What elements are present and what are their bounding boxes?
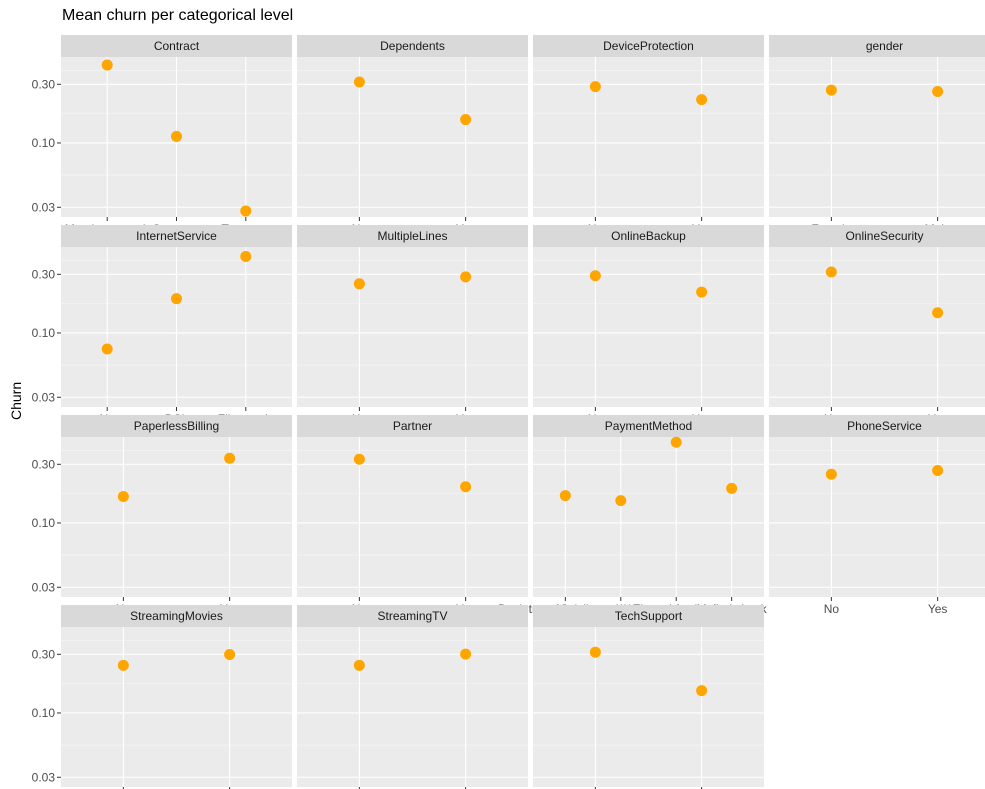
facet-strip (61, 35, 292, 57)
data-point (460, 481, 472, 493)
facet-strip-label: StreamingTV (377, 609, 447, 623)
data-point (353, 659, 365, 671)
facet-strip-label: PhoneService (847, 419, 922, 433)
data-point (171, 293, 182, 305)
y-tick-label: 0.03 (32, 770, 56, 784)
x-tick-label: Yes (928, 602, 948, 616)
data-point (589, 81, 601, 93)
facet-panel (297, 627, 528, 787)
facet-panel (297, 247, 528, 407)
data-point (101, 59, 113, 71)
y-tick-label: 0.30 (32, 77, 56, 91)
y-tick-label: 0.10 (32, 516, 56, 530)
facet-strip (61, 415, 292, 437)
facet-panel (533, 247, 764, 407)
data-point (240, 250, 252, 262)
facet-panel (769, 247, 985, 407)
facet-strip (533, 415, 764, 437)
facet-strip-label: gender (866, 39, 903, 53)
data-point (224, 648, 236, 660)
facet-panel (533, 57, 764, 217)
data-point (353, 76, 365, 88)
data-point (696, 286, 708, 298)
data-point (696, 94, 708, 106)
facet-strip-label: Partner (393, 419, 432, 433)
facet-strip-label: InternetService (136, 229, 217, 243)
facet-strip (769, 225, 985, 247)
facet-panel (533, 437, 764, 597)
facet-strip-label: Dependents (380, 39, 445, 53)
data-point (460, 648, 472, 660)
facet-strip-label: PaperlessBilling (134, 419, 219, 433)
data-point (932, 307, 944, 319)
data-point (224, 452, 236, 464)
data-point (825, 266, 837, 278)
facet-strip (769, 35, 985, 57)
data-point (460, 114, 472, 126)
y-tick-label: 0.03 (32, 580, 56, 594)
data-point (932, 86, 944, 98)
facet-strip-label: Contract (154, 39, 200, 53)
y-tick-label: 0.03 (32, 200, 56, 214)
data-point (589, 270, 601, 282)
facet-strip (61, 225, 292, 247)
facet-strip-label: OnlineSecurity (845, 229, 923, 243)
facet-panel (533, 627, 764, 787)
facet-strip (769, 415, 985, 437)
y-tick-label: 0.30 (32, 647, 56, 661)
facet-strip-label: OnlineBackup (611, 229, 686, 243)
facet-panel (297, 437, 528, 597)
facet-panel (769, 57, 985, 217)
data-point (726, 482, 738, 494)
facet-panel (297, 57, 528, 217)
data-point (117, 491, 129, 503)
facet-strip-label: MultipleLines (377, 229, 447, 243)
facet-strip-label: TechSupport (615, 609, 683, 623)
data-point (101, 343, 113, 355)
data-point (825, 468, 837, 480)
y-tick-label: 0.10 (32, 326, 56, 340)
data-point (825, 84, 837, 96)
facet-strip-label: DeviceProtection (603, 39, 694, 53)
y-tick-label: 0.30 (32, 457, 56, 471)
data-point (353, 453, 365, 465)
data-point (559, 490, 571, 502)
y-tick-label: 0.10 (32, 136, 56, 150)
data-point (353, 278, 365, 290)
facet-panel (61, 437, 292, 597)
facet-strip (297, 35, 528, 57)
y-tick-label: 0.03 (32, 390, 56, 404)
facet-strip (297, 415, 528, 437)
x-tick-label: No (824, 602, 840, 616)
facet-strip (61, 605, 292, 627)
data-point (240, 205, 252, 217)
facet-strip (297, 605, 528, 627)
facet-panel (61, 627, 292, 787)
facet-strip-label: PaymentMethod (605, 419, 692, 433)
facet-strip-label: StreamingMovies (130, 609, 223, 623)
facet-strip (533, 35, 764, 57)
facet-strip (297, 225, 528, 247)
facet-strip (533, 225, 764, 247)
y-tick-label: 0.30 (32, 267, 56, 281)
data-point (460, 271, 472, 283)
data-point (670, 436, 682, 448)
y-tick-label: 0.10 (32, 706, 56, 720)
facet-panel (769, 437, 985, 597)
data-point (932, 465, 944, 477)
data-point (615, 495, 627, 507)
data-point (589, 646, 601, 658)
facet-strip (533, 605, 764, 627)
data-point (117, 659, 129, 671)
data-point (696, 685, 708, 697)
chart-title: Mean churn per categorical level (62, 7, 294, 24)
data-point (171, 130, 182, 142)
